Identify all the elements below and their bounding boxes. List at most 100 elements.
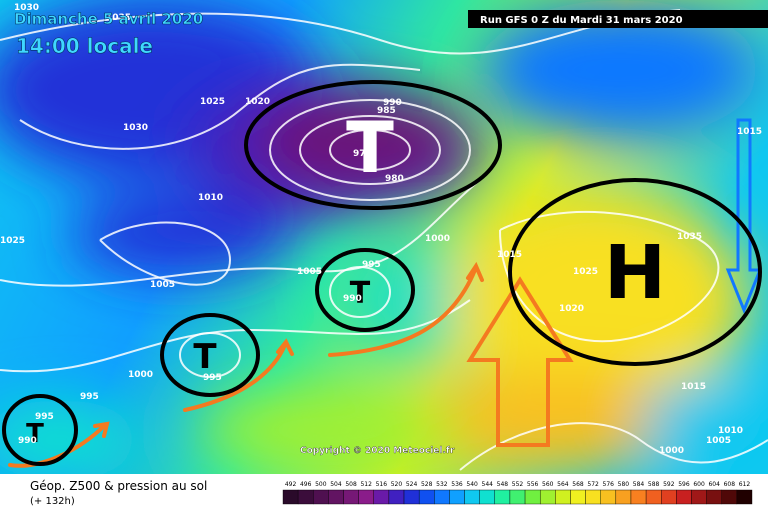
copyright: Copyright © 2020 Meteociel.fr [300,446,455,456]
isobars [0,9,768,471]
scale-label: 508 [345,481,357,488]
scale-swatch [418,489,435,505]
map-labels: T T T T H 1035 1030 1025 1020 1010 1005 1005 1000 100… [0,3,762,456]
pressure-systems [2,80,762,466]
scale-swatch [509,489,526,505]
scale-swatch [691,489,707,505]
scale-label: 512 [360,481,372,488]
scale-swatch [464,489,480,505]
scale-label: 576 [603,481,615,488]
scale-label: 612 [739,481,751,488]
isobar-label: 1000 [659,446,684,456]
scale-swatch [721,489,738,505]
isobar-label: 990 [18,436,37,446]
isobar-label: 1025 [0,236,25,246]
flow-arrows [8,118,763,468]
scale-label: 504 [330,481,342,488]
scale-label: 524 [406,481,418,488]
scale-swatch [736,489,753,505]
scale-label: 492 [285,481,297,488]
isobar-label: 990 [383,98,402,108]
isobar-label: 1020 [559,304,584,314]
scale-label: 532 [436,481,448,488]
isobar-label: 1030 [123,123,148,133]
pressure-center: H [604,230,666,316]
scale-swatch [282,489,299,505]
isobar-label: 1025 [573,267,598,277]
scale-swatch [494,489,511,505]
isobar-label: 1035 [677,232,702,242]
pressure-center: T [26,419,44,449]
isobar-label: 1025 [200,97,225,107]
isobar-label: 1030 [14,3,39,13]
scale-swatch [328,489,344,505]
color-scale: 492 496 500 504 508 512 516 520 524 528 532 536 540 5… [282,481,753,505]
header: Dimanche 5 avril 2020 14:00 locale Run G… [14,10,768,58]
scale-swatch [343,489,359,505]
run-banner [468,10,768,28]
scale-label: 500 [315,481,327,488]
isobar-label: 985 [377,106,396,116]
scale-label: 608 [724,481,736,488]
scale-swatch [479,489,496,505]
scale-swatch [403,489,420,505]
scale-swatch [661,489,677,505]
scale-label: 592 [663,481,675,488]
isobar-label: 1005 [150,280,175,290]
isobar-label: 995 [35,412,54,422]
scale-label: 572 [587,481,599,488]
footer-lead: (+ 132h) [30,496,75,507]
isobar-label: 975 [353,149,372,159]
scale-swatch [555,489,571,505]
isobar-label: 995 [80,392,99,402]
scale-swatch [524,489,541,505]
scale-swatch [676,489,692,505]
isobar-label: 990 [343,294,362,304]
scale-label: 560 [542,481,554,488]
pressure-center: T [350,276,371,311]
scale-swatch [585,489,601,505]
scale-swatch [645,489,662,505]
scale-label: 604 [708,481,720,488]
scale-label: 536 [451,481,463,488]
isobar-label: 1015 [681,382,706,392]
scale-label: 520 [391,481,403,488]
scale-label: 600 [693,481,705,488]
scale-label: 548 [497,481,509,488]
scale-swatch [297,489,314,505]
isobar-label: 1020 [245,97,270,107]
pressure-center: T [346,107,394,189]
scale-label: 552 [512,481,524,488]
scale-label: 596 [678,481,690,488]
pressure-center: T [193,337,217,377]
isobar-label: 1010 [198,193,223,203]
forecast-date: Dimanche 5 avril 2020 [14,10,203,28]
scale-label: 540 [466,481,478,488]
scale-swatch [313,489,329,505]
isobar-label: 1000 [425,234,450,244]
isobar-label: 1015 [737,127,762,137]
scale-swatch [388,489,405,505]
isobar-label: 1005 [297,267,322,277]
scale-swatch [600,489,617,505]
scale-label: 588 [648,481,660,488]
scale-label: 528 [421,481,433,488]
scale-label: 516 [376,481,388,488]
scale-swatch [358,489,374,505]
scale-swatch [449,489,465,505]
scale-swatch [706,489,722,505]
scale-label: 564 [557,481,569,488]
scale-swatch [570,489,586,505]
isobar-label: 1015 [497,250,522,260]
scale-swatch [373,489,390,505]
isobar-label: 1005 [706,436,731,446]
scale-label: 580 [618,481,630,488]
footer: Géop. Z500 & pression au sol (+ 132h) 49… [0,474,768,512]
forecast-time: 14:00 locale [16,34,153,58]
scale-swatch [434,489,450,505]
isobar-label: 1035 [106,13,131,23]
scale-label: 568 [572,481,584,488]
scale-label: 584 [633,481,645,488]
isobar-label: 1000 [128,370,153,380]
